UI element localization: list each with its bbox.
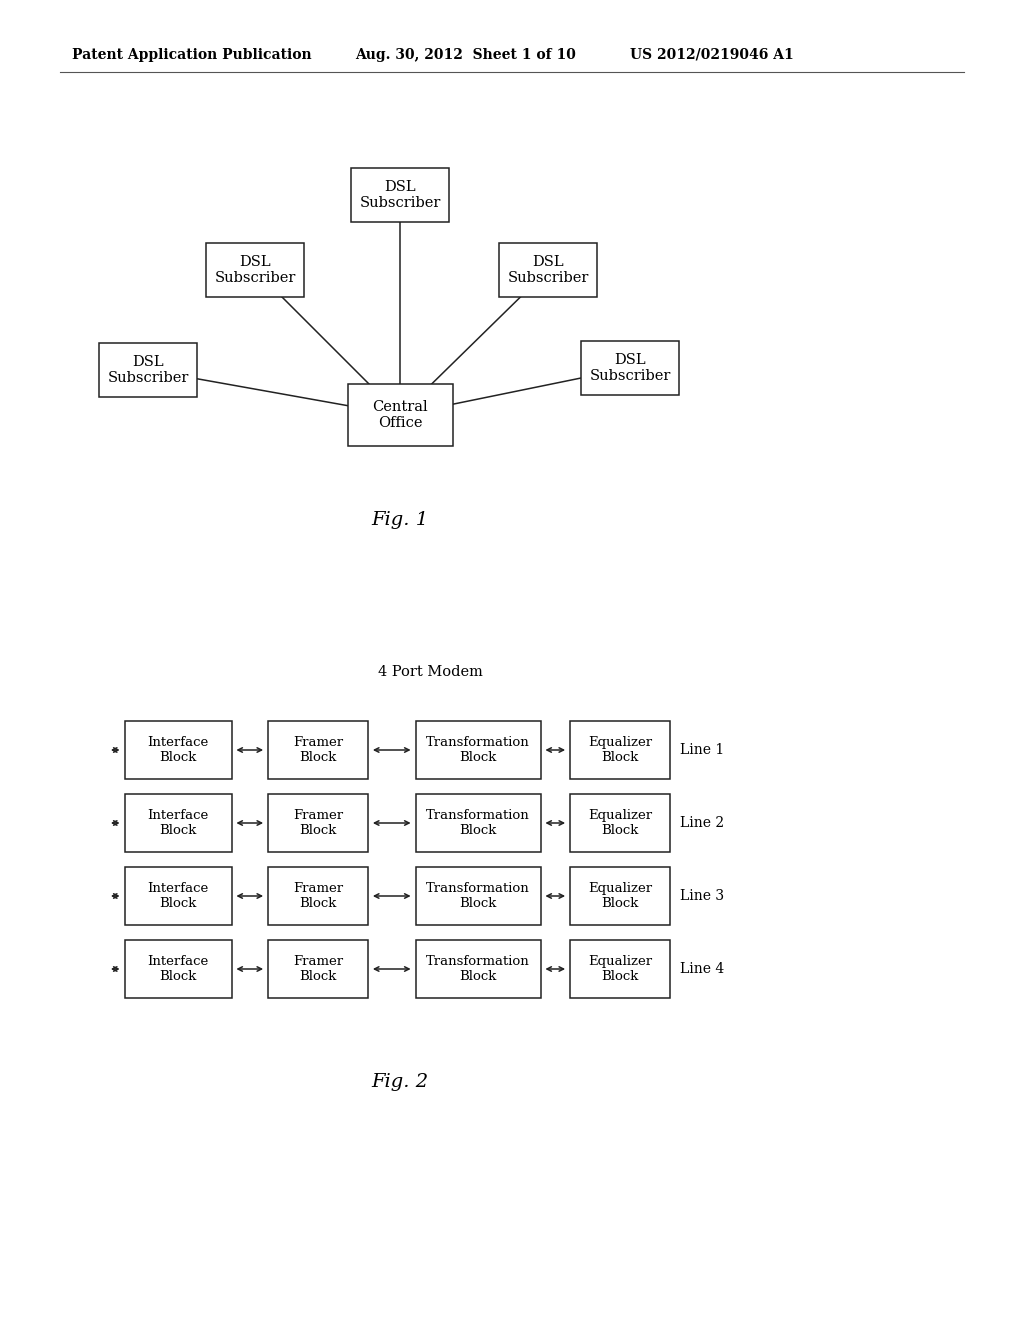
Text: Framer
Block: Framer Block [293,809,343,837]
FancyBboxPatch shape [499,243,597,297]
FancyBboxPatch shape [581,341,679,395]
Text: Aug. 30, 2012  Sheet 1 of 10: Aug. 30, 2012 Sheet 1 of 10 [355,48,575,62]
Text: Interface
Block: Interface Block [147,954,209,983]
Text: Framer
Block: Framer Block [293,737,343,764]
Text: Line 3: Line 3 [680,888,724,903]
Text: Line 4: Line 4 [680,962,724,975]
FancyBboxPatch shape [570,795,670,851]
FancyBboxPatch shape [206,243,304,297]
FancyBboxPatch shape [99,343,197,397]
Text: Line 1: Line 1 [680,743,724,756]
FancyBboxPatch shape [347,384,453,446]
Text: Equalizer
Block: Equalizer Block [588,737,652,764]
FancyBboxPatch shape [125,721,231,779]
FancyBboxPatch shape [125,795,231,851]
FancyBboxPatch shape [416,795,541,851]
FancyBboxPatch shape [570,721,670,779]
FancyBboxPatch shape [416,867,541,925]
FancyBboxPatch shape [125,867,231,925]
Text: Equalizer
Block: Equalizer Block [588,954,652,983]
Text: Patent Application Publication: Patent Application Publication [72,48,311,62]
FancyBboxPatch shape [570,867,670,925]
FancyBboxPatch shape [268,795,368,851]
Text: Framer
Block: Framer Block [293,882,343,909]
Text: DSL
Subscriber: DSL Subscriber [214,255,296,285]
FancyBboxPatch shape [268,940,368,998]
Text: Fig. 1: Fig. 1 [372,511,429,529]
FancyBboxPatch shape [268,867,368,925]
Text: Fig. 2: Fig. 2 [372,1073,429,1092]
FancyBboxPatch shape [351,168,449,222]
Text: Line 2: Line 2 [680,816,724,830]
Text: Framer
Block: Framer Block [293,954,343,983]
FancyBboxPatch shape [416,721,541,779]
Text: Interface
Block: Interface Block [147,809,209,837]
Text: Interface
Block: Interface Block [147,737,209,764]
Text: Transformation
Block: Transformation Block [426,737,529,764]
FancyBboxPatch shape [268,721,368,779]
Text: Transformation
Block: Transformation Block [426,809,529,837]
Text: Transformation
Block: Transformation Block [426,954,529,983]
Text: Central
Office: Central Office [372,400,428,430]
Text: Transformation
Block: Transformation Block [426,882,529,909]
Text: 4 Port Modem: 4 Port Modem [378,665,482,678]
Text: DSL
Subscriber: DSL Subscriber [590,352,671,383]
Text: DSL
Subscriber: DSL Subscriber [359,180,440,210]
Text: DSL
Subscriber: DSL Subscriber [108,355,188,385]
FancyBboxPatch shape [125,940,231,998]
Text: Interface
Block: Interface Block [147,882,209,909]
Text: DSL
Subscriber: DSL Subscriber [507,255,589,285]
FancyBboxPatch shape [570,940,670,998]
FancyBboxPatch shape [416,940,541,998]
Text: Equalizer
Block: Equalizer Block [588,809,652,837]
Text: US 2012/0219046 A1: US 2012/0219046 A1 [630,48,794,62]
Text: Equalizer
Block: Equalizer Block [588,882,652,909]
